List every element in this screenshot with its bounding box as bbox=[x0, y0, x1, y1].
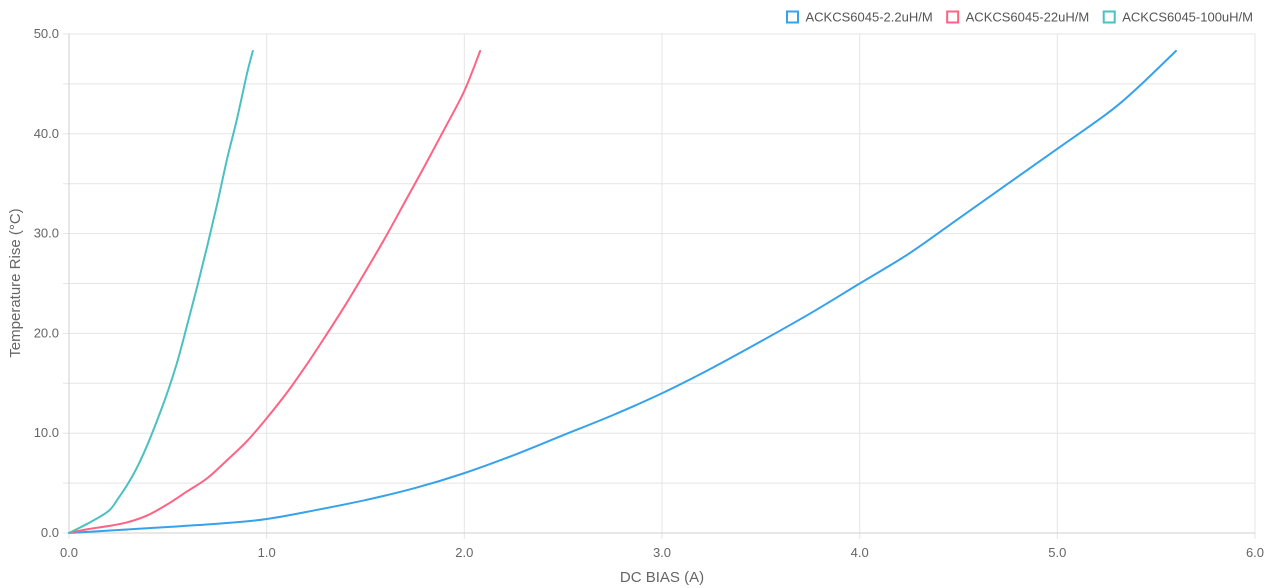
x-tick-label: 4.0 bbox=[851, 545, 869, 560]
legend-swatch bbox=[1102, 10, 1116, 24]
legend-label: ACKCS6045-100uH/M bbox=[1122, 10, 1253, 25]
x-tick-label: 0.0 bbox=[60, 545, 78, 560]
legend-label: ACKCS6045-22uH/M bbox=[966, 10, 1090, 25]
series-line-2 bbox=[68, 49, 482, 534]
legend-item: ACKCS6045-2.2uH/M bbox=[785, 10, 933, 25]
axes: 0.0 10.0 20.0 30.0 40.0 50.0 0.0 1.0 2.0 3.0 4.0 5.… bbox=[34, 26, 1264, 560]
grid bbox=[63, 33, 1256, 539]
x-tick-label: 1.0 bbox=[258, 545, 276, 560]
series-lines bbox=[68, 49, 1177, 534]
y-axis-title: Temperature Rise (°C) bbox=[7, 208, 24, 357]
x-tick-label: 2.0 bbox=[455, 545, 473, 560]
x-tick-label: 6.0 bbox=[1246, 545, 1264, 560]
legend-label: ACKCS6045-2.2uH/M bbox=[805, 10, 932, 25]
y-tick-label: 30.0 bbox=[34, 226, 59, 241]
x-tick-label: 3.0 bbox=[653, 545, 671, 560]
series-line-3 bbox=[68, 49, 254, 534]
y-tick-label: 50.0 bbox=[34, 26, 59, 41]
y-tick-label: 10.0 bbox=[34, 425, 59, 440]
legend-item: ACKCS6045-100uH/M bbox=[1102, 10, 1253, 25]
legend: ACKCS6045-2.2uH/M ACKCS6045-22uH/M ACKCS60… bbox=[785, 10, 1253, 25]
x-axis-title: DC BIAS (A) bbox=[620, 569, 704, 586]
series-line-1 bbox=[68, 49, 1177, 534]
x-tick-label: 5.0 bbox=[1048, 545, 1066, 560]
legend-swatch bbox=[946, 10, 960, 24]
y-tick-label: 40.0 bbox=[34, 126, 59, 141]
legend-swatch bbox=[785, 10, 799, 24]
y-tick-label: 0.0 bbox=[41, 525, 59, 540]
legend-item: ACKCS6045-22uH/M bbox=[946, 10, 1090, 25]
y-tick-label: 20.0 bbox=[34, 325, 59, 340]
